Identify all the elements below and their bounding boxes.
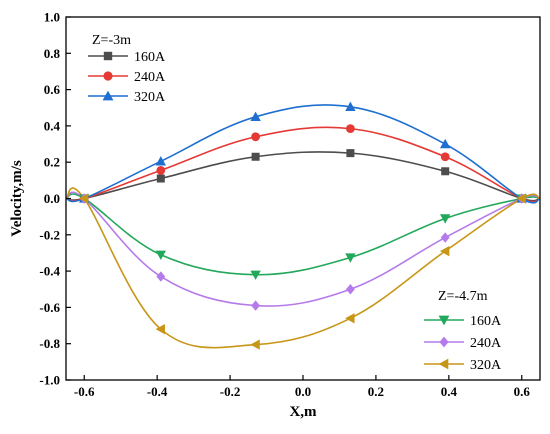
y-tick-label: 0.0	[44, 191, 60, 206]
data-point	[440, 232, 450, 243]
y-tick-label: 0.8	[44, 46, 61, 61]
data-point	[251, 152, 260, 161]
series-line-1-2	[65, 187, 541, 349]
data-point	[345, 253, 356, 263]
legend-marker	[438, 315, 450, 326]
data-point	[250, 270, 261, 280]
legend-marker	[439, 336, 449, 348]
data-point	[251, 132, 260, 142]
data-point	[345, 313, 355, 324]
legend-marker	[102, 90, 114, 101]
series-line-0-0	[65, 151, 541, 202]
legend-label: 320A	[470, 358, 502, 373]
data-point	[156, 165, 166, 175]
legend-title-1: Z=-4.7m	[438, 289, 488, 304]
y-tick-label: 0.6	[44, 82, 61, 97]
y-tick-label: 0.4	[44, 118, 61, 133]
x-tick-label: 0.2	[368, 384, 384, 399]
x-tick-label: -0.6	[74, 384, 95, 399]
legend-marker	[438, 358, 449, 370]
legend-marker	[103, 51, 113, 61]
data-point	[156, 271, 166, 282]
legend-label: 160A	[470, 314, 502, 329]
y-tick-label: -0.8	[39, 336, 60, 351]
x-axis-title: X,m	[289, 404, 317, 420]
data-point	[250, 111, 261, 121]
markers-layer	[79, 101, 527, 350]
y-tick-label: 0.2	[44, 155, 60, 170]
data-point	[155, 250, 166, 260]
data-point	[440, 245, 450, 257]
legend-title-0: Z=-3m	[92, 33, 131, 48]
y-tick-label: 1.0	[44, 10, 60, 25]
legend-marker	[103, 71, 113, 81]
series-line-1-1	[65, 191, 541, 307]
y-tick-label: -0.6	[39, 300, 60, 315]
x-tick-label: 0.6	[514, 384, 531, 399]
ticks-layer: -0.6 -0.4 -0.2 0.0 0.2 0.4 0.6 -1.0 -0.8 -0.6 -0.4…	[39, 10, 530, 400]
y-tick-label: -0.2	[39, 227, 60, 242]
y-tick-label: -1.0	[39, 373, 60, 388]
data-point	[346, 149, 355, 158]
curves-layer	[65, 104, 541, 349]
data-point	[156, 174, 165, 183]
data-point	[441, 167, 450, 176]
data-point	[251, 300, 261, 311]
x-tick-label: -0.4	[147, 384, 168, 399]
data-point	[440, 138, 451, 149]
legend-label: 160A	[134, 50, 166, 65]
legend-label: 320A	[134, 90, 166, 105]
data-point	[79, 193, 89, 204]
data-point	[345, 101, 356, 111]
series-line-0-2	[65, 104, 541, 204]
x-tick-label: 0.0	[295, 384, 311, 399]
x-tick-label: 0.4	[441, 384, 458, 399]
data-point	[155, 156, 166, 166]
data-point	[516, 193, 526, 204]
series-line-0-1	[65, 126, 541, 203]
data-point	[440, 152, 450, 162]
series-line-1-0	[65, 193, 541, 276]
data-point	[250, 339, 260, 350]
data-point	[346, 124, 355, 134]
y-tick-label: -0.4	[39, 264, 60, 279]
data-point	[345, 284, 355, 295]
data-point	[440, 214, 451, 224]
legend-label: 240A	[134, 70, 166, 85]
x-tick-label: -0.2	[220, 384, 241, 399]
legend-label: 240A	[470, 336, 502, 351]
data-point	[155, 323, 165, 335]
y-axis-title: Velocity,m/s	[9, 160, 25, 237]
